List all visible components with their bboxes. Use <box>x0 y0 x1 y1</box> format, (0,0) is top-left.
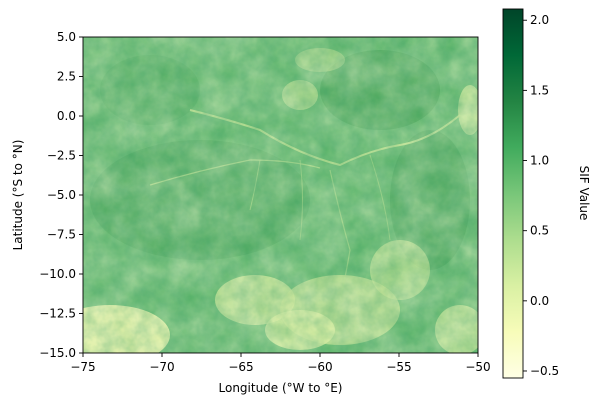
colorbar-frame <box>502 8 524 379</box>
x-tick-label: −50 <box>465 360 490 374</box>
y-axis-label: Latitude (°S to °N) <box>11 140 25 251</box>
y-tick-label: 5.0 <box>57 30 76 44</box>
colorbar-label: SIF Value <box>577 166 591 221</box>
colorbar-tick-label: −0.5 <box>530 364 559 378</box>
x-tick-label: −55 <box>386 360 411 374</box>
y-tick-label: −15.0 <box>39 346 76 360</box>
sif-heatmap <box>83 37 478 353</box>
colorbar-ticks: 2.0 1.5 1.0 0.5 0.0 −0.5 <box>523 13 559 378</box>
y-tick-label: −12.5 <box>39 307 76 321</box>
colorbar <box>503 9 523 378</box>
y-axis-ticks: 5.0 2.5 0.0 −2.5 −5.0 −7.5 −10.0 −12.5 −15.0 <box>39 30 83 360</box>
y-tick-label: 2.5 <box>57 70 76 84</box>
x-axis-ticks: −75 −70 −65 −60 −55 −50 <box>70 353 491 374</box>
colorbar-tick-label: 1.0 <box>530 154 549 168</box>
y-tick-label: −7.5 <box>47 228 76 242</box>
colorbar-tick-label: 2.0 <box>530 13 549 27</box>
y-tick-label: −2.5 <box>47 149 76 163</box>
x-tick-label: −60 <box>307 360 332 374</box>
x-tick-label: −65 <box>228 360 253 374</box>
x-axis-label: Longitude (°W to °E) <box>219 381 343 395</box>
colorbar-tick-label: 0.0 <box>530 294 549 308</box>
y-tick-label: −5.0 <box>47 188 76 202</box>
colorbar-tick-label: 0.5 <box>530 224 549 238</box>
y-tick-label: 0.0 <box>57 109 76 123</box>
colorbar-tick-label: 1.5 <box>530 83 549 97</box>
x-tick-label: −70 <box>149 360 174 374</box>
y-tick-label: −10.0 <box>39 267 76 281</box>
x-tick-label: −75 <box>70 360 95 374</box>
